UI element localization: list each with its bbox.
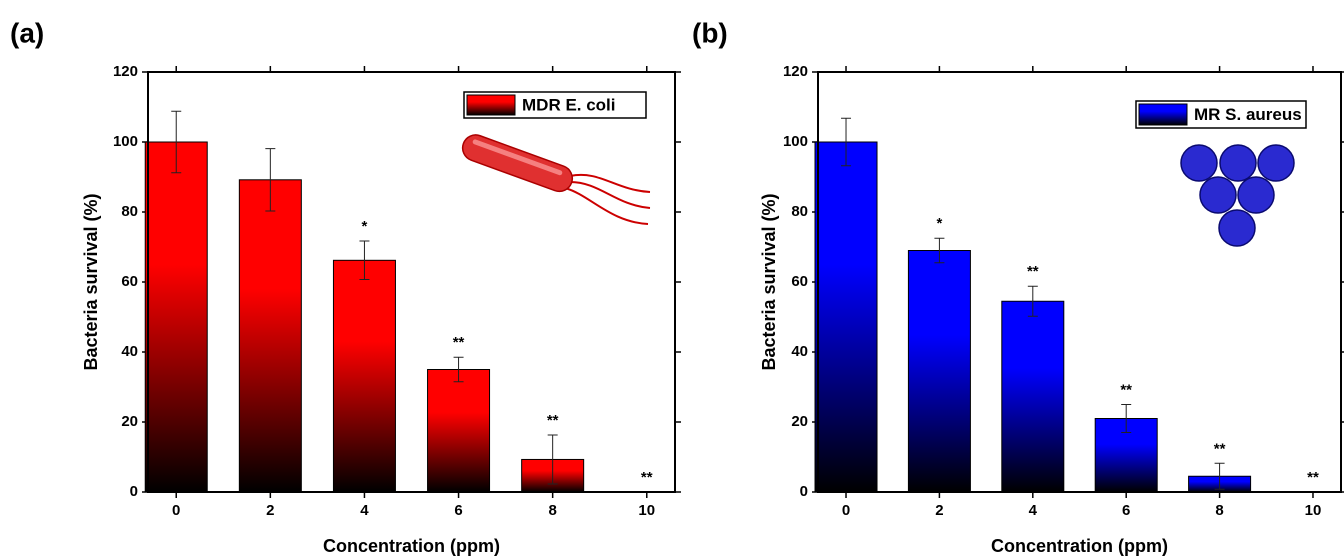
error-bar	[1027, 285, 1038, 317]
x-tick-label: 6	[1122, 502, 1130, 519]
y-tick-label: 60	[121, 273, 138, 290]
significance-label: **	[1120, 381, 1132, 398]
bar	[907, 250, 971, 493]
y-tick-label: 20	[121, 413, 138, 430]
x-tick-label: 8	[1215, 502, 1223, 519]
significance-label: **	[1307, 469, 1319, 486]
x-tick-label: 6	[454, 502, 462, 519]
y-tick-label: 100	[113, 133, 138, 150]
x-axis-title: Concentration (ppm)	[991, 536, 1168, 556]
y-tick-label: 60	[791, 273, 808, 290]
x-tick-label: 10	[1305, 502, 1322, 519]
bar	[427, 369, 491, 493]
significance-label: **	[1214, 440, 1226, 457]
error-bar	[453, 356, 464, 383]
x-tick-label: 2	[266, 502, 274, 519]
error-bar	[841, 117, 852, 167]
y-tick-label: 40	[121, 343, 138, 360]
bar	[1001, 300, 1065, 493]
y-tick-label: 0	[800, 483, 808, 500]
x-tick-label: 8	[548, 502, 556, 519]
significance-label: **	[1027, 263, 1039, 280]
error-bar	[265, 148, 276, 212]
y-axis-title: Bacteria survival (%)	[81, 193, 101, 370]
saureus-illustration	[1180, 144, 1295, 247]
y-tick-label: 80	[791, 203, 808, 220]
error-bar	[934, 237, 945, 264]
legend-label: MDR E. coli	[522, 95, 616, 114]
legend-swatch	[1138, 103, 1188, 126]
x-tick-label: 0	[842, 502, 850, 519]
y-tick-label: 80	[121, 203, 138, 220]
bar	[814, 141, 878, 493]
significance-label: **	[453, 334, 465, 351]
ecoli-illustration	[461, 134, 651, 225]
y-tick-label: 20	[791, 413, 808, 430]
legend-label: MR S. aureus	[1194, 105, 1302, 124]
error-bar	[359, 240, 370, 281]
legend-swatch	[466, 94, 516, 116]
plot-frame	[817, 71, 1342, 493]
x-tick-label: 4	[360, 502, 369, 519]
x-tick-label: 2	[935, 502, 943, 519]
significance-label: *	[936, 215, 942, 232]
error-bar	[1214, 462, 1225, 490]
x-tick-label: 4	[1029, 502, 1038, 519]
significance-label: **	[547, 412, 559, 429]
error-bar	[1121, 404, 1132, 433]
bar	[144, 141, 208, 493]
y-tick-label: 100	[783, 133, 808, 150]
significance-label: *	[362, 218, 368, 235]
significance-label: **	[641, 469, 653, 486]
y-tick-label: 40	[791, 343, 808, 360]
panel-label: (b)	[692, 17, 728, 48]
y-tick-label: 120	[783, 63, 808, 80]
error-bar	[547, 434, 558, 485]
plot-frame	[147, 71, 676, 493]
bar	[238, 179, 302, 493]
error-bar	[171, 110, 182, 174]
x-axis-title: Concentration (ppm)	[323, 536, 500, 556]
y-axis-title: Bacteria survival (%)	[759, 193, 779, 370]
bar	[332, 259, 396, 493]
y-tick-label: 120	[113, 63, 138, 80]
x-tick-label: 0	[172, 502, 180, 519]
x-tick-label: 10	[638, 502, 655, 519]
panel-label: (a)	[10, 17, 44, 48]
y-tick-label: 0	[130, 483, 138, 500]
